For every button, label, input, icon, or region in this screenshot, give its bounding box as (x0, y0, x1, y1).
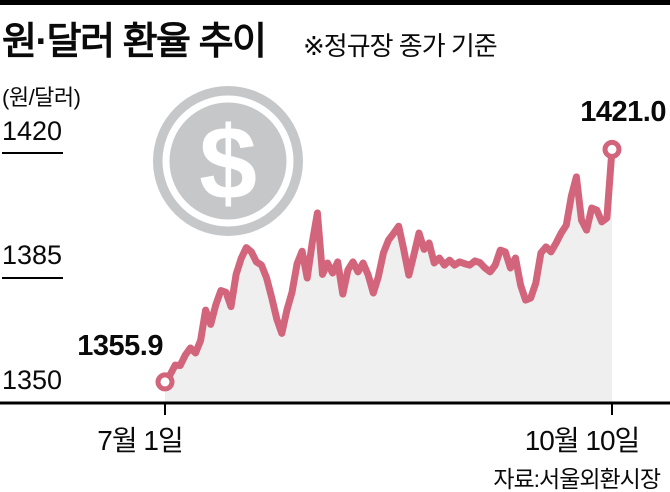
y-tick-label-1350: 1350 (2, 365, 63, 395)
end-point-marker (602, 139, 622, 159)
title-note: ※정규장 종가 기준 (303, 31, 498, 61)
page-title: 원·달러 환율 추이 (2, 21, 267, 63)
exchange-rate-line (161, 145, 616, 386)
y-axis-unit-label: (원/달러) (2, 85, 81, 110)
x-axis-label-oct10: 10월 10일 (524, 425, 641, 456)
area-fill (165, 149, 612, 403)
source-credit: 자료:서울외환시장 (493, 466, 661, 492)
end-value-label: 1421.0 (580, 96, 666, 128)
start-value-label: 1355.9 (77, 330, 163, 362)
y-tick-label-1385: 1385 (2, 240, 63, 270)
y-tick-label-1420: 1420 (2, 116, 63, 146)
dollar-coin-icon: $ (153, 86, 303, 236)
dollar-sign-glyph: $ (199, 106, 257, 222)
x-axis-label-jul1: 7월 1일 (97, 425, 183, 456)
top-rule (0, 0, 670, 5)
start-point-marker (155, 372, 175, 392)
